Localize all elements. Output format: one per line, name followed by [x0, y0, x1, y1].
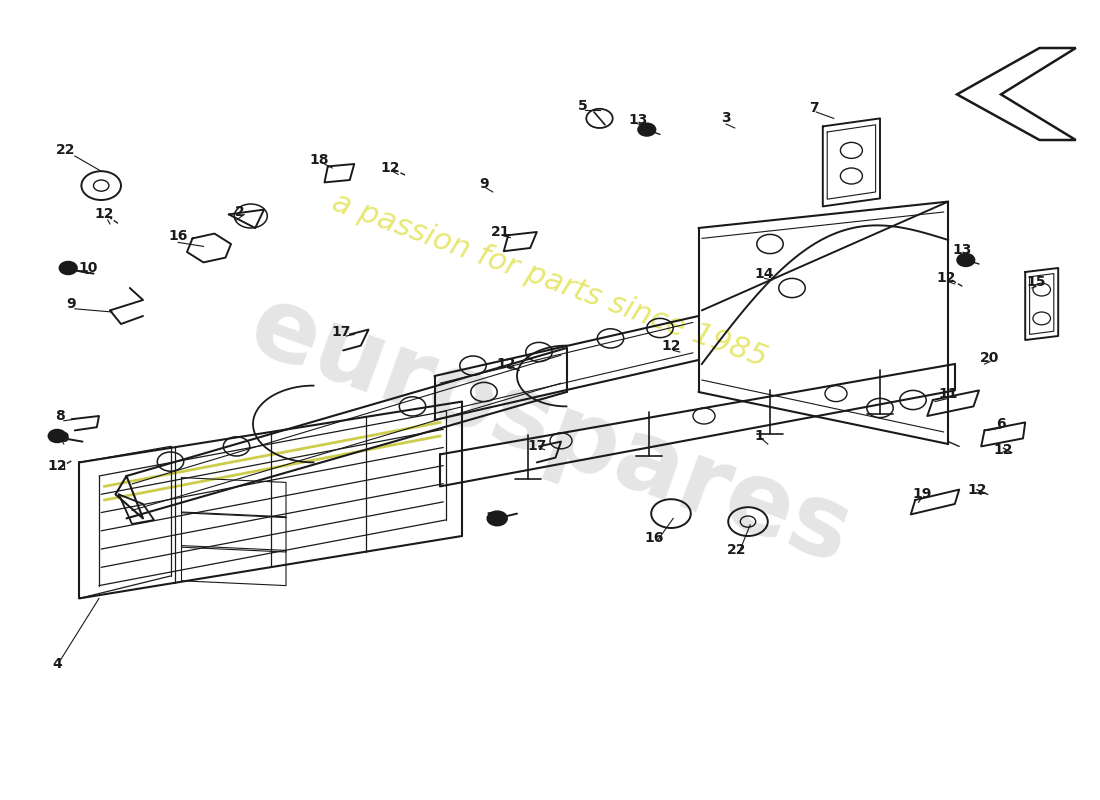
Text: 20: 20 [980, 351, 1000, 366]
Text: 16: 16 [168, 229, 188, 243]
Text: 3: 3 [722, 111, 730, 126]
Text: 7: 7 [810, 101, 818, 115]
Text: 19: 19 [912, 487, 932, 502]
Text: 5: 5 [579, 99, 587, 114]
Text: 1: 1 [755, 429, 763, 443]
Circle shape [638, 123, 656, 136]
Circle shape [59, 262, 77, 274]
Text: 12: 12 [967, 482, 987, 497]
Text: 10: 10 [78, 261, 98, 275]
Text: 12: 12 [47, 458, 67, 473]
Circle shape [487, 511, 507, 526]
Text: 18: 18 [309, 153, 329, 167]
Text: 6: 6 [997, 417, 1005, 431]
Text: 13: 13 [628, 113, 648, 127]
Text: 12: 12 [496, 357, 516, 371]
Text: 22: 22 [56, 143, 76, 158]
Text: 21: 21 [491, 225, 510, 239]
Text: 16: 16 [645, 530, 664, 545]
Text: 15: 15 [1026, 274, 1046, 289]
Text: 17: 17 [527, 438, 547, 453]
Text: 12: 12 [381, 161, 400, 175]
Text: eurospares: eurospares [236, 278, 864, 586]
Circle shape [957, 254, 975, 266]
Text: 12: 12 [936, 271, 956, 286]
Text: a passion for parts since 1985: a passion for parts since 1985 [329, 187, 771, 373]
Text: 8: 8 [56, 409, 65, 423]
Text: 13: 13 [953, 242, 972, 257]
Text: 12: 12 [661, 338, 681, 353]
Text: 10: 10 [51, 431, 70, 446]
Text: 4: 4 [53, 657, 62, 671]
Text: 9: 9 [67, 297, 76, 311]
Text: 12: 12 [993, 442, 1013, 457]
Text: 14: 14 [755, 266, 774, 281]
Text: 9: 9 [480, 177, 488, 191]
Text: 2: 2 [235, 205, 244, 219]
Text: 12: 12 [95, 207, 114, 222]
Text: 11: 11 [938, 386, 958, 401]
Text: 10: 10 [485, 511, 505, 526]
Text: 22: 22 [727, 543, 747, 558]
Text: 17: 17 [331, 325, 351, 339]
Circle shape [48, 430, 66, 442]
